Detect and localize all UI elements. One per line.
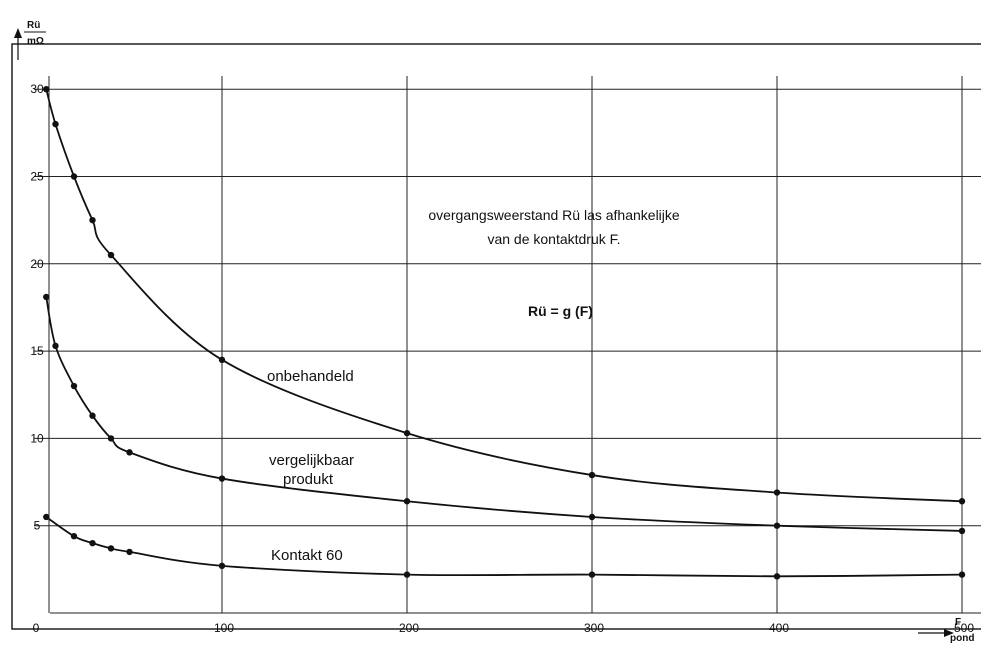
data-point-vergelijkbaar-produkt-500 bbox=[958, 527, 966, 535]
y-axis-symbol: Rü bbox=[27, 20, 40, 31]
data-point-kontakt-60-100 bbox=[218, 562, 226, 570]
grid bbox=[34, 76, 981, 614]
data-point-vergelijkbaar-produkt-200 bbox=[403, 498, 411, 505]
data-point-vergelijkbaar-produkt-10 bbox=[52, 342, 59, 350]
y-tick-label-5: 5 bbox=[34, 519, 41, 533]
y-tick-label-15: 15 bbox=[30, 344, 44, 358]
data-point-vergelijkbaar-produkt-5 bbox=[43, 293, 50, 301]
series-label-onbehandeld: onbehandeld bbox=[267, 368, 354, 385]
data-point-onbehandeld-5 bbox=[43, 86, 50, 93]
data-point-kontakt-60-50 bbox=[126, 548, 133, 556]
x-tick-label-300: 300 bbox=[584, 621, 604, 635]
data-point-kontakt-60-500 bbox=[958, 571, 966, 578]
data-point-kontakt-60-20 bbox=[70, 532, 78, 540]
x-tick-label-400: 400 bbox=[769, 621, 789, 635]
data-point-kontakt-60-200 bbox=[403, 571, 411, 578]
data-point-vergelijkbaar-produkt-100 bbox=[218, 475, 226, 482]
data-point-vergelijkbaar-produkt-30 bbox=[89, 412, 96, 419]
data-point-onbehandeld-20 bbox=[70, 173, 78, 180]
annotation-line-1: overgangsweerstand Rü las afhankelijke bbox=[428, 207, 680, 223]
data-point-onbehandeld-300 bbox=[588, 471, 596, 479]
data-point-kontakt-60-30 bbox=[89, 539, 96, 547]
data-point-onbehandeld-500 bbox=[958, 498, 966, 505]
x-tick-label-0: 0 bbox=[33, 621, 40, 635]
x-axis-symbol: F bbox=[955, 617, 961, 628]
series-line-onbehandeld bbox=[45, 88, 963, 503]
data-point-onbehandeld-100 bbox=[218, 356, 226, 364]
data-point-onbehandeld-10 bbox=[52, 120, 59, 128]
data-point-vergelijkbaar-produkt-40 bbox=[107, 435, 115, 442]
x-axis-unit: pond bbox=[950, 633, 974, 644]
series-points bbox=[43, 86, 966, 580]
x-tick-label-100: 100 bbox=[214, 621, 234, 635]
y-axis-arrowhead-icon bbox=[14, 28, 22, 38]
y-tick-label-10: 10 bbox=[30, 431, 44, 445]
tick-labels: 0 100 200 300 400 500 5 10 15 20 25 30 bbox=[30, 82, 974, 635]
data-point-kontakt-60-5 bbox=[43, 513, 50, 521]
x-axis-arrowhead-icon bbox=[944, 629, 954, 637]
data-point-vergelijkbaar-produkt-20 bbox=[70, 382, 78, 390]
data-point-onbehandeld-40 bbox=[107, 251, 115, 259]
x-tick-label-500: 500 bbox=[954, 621, 974, 635]
series-label-vergelijkbaar-produkt-1: vergelijkbaar bbox=[269, 452, 354, 469]
data-point-kontakt-60-40 bbox=[107, 545, 115, 552]
data-point-onbehandeld-200 bbox=[403, 429, 411, 437]
y-axis-unit: mΩ bbox=[27, 36, 44, 47]
x-axis-label: F pond bbox=[918, 617, 978, 644]
plot-frame bbox=[11, 43, 981, 630]
series-label-vergelijkbaar-produkt-2: produkt bbox=[283, 471, 334, 488]
annotation-line-2: van de kontaktdruk F. bbox=[487, 231, 620, 247]
y-axis-label: Rü mΩ bbox=[14, 20, 46, 60]
data-point-kontakt-60-300 bbox=[588, 571, 596, 578]
data-point-vergelijkbaar-produkt-300 bbox=[588, 513, 596, 521]
y-tick-label-20: 20 bbox=[30, 257, 44, 271]
data-point-onbehandeld-400 bbox=[773, 489, 781, 496]
series-label-kontakt-60: Kontakt 60 bbox=[271, 547, 343, 564]
data-point-kontakt-60-400 bbox=[773, 573, 781, 580]
y-tick-label-25: 25 bbox=[30, 170, 44, 184]
series-labels: onbehandeld vergelijkbaar produkt Kontakt 6… bbox=[267, 368, 354, 564]
data-point-vergelijkbaar-produkt-50 bbox=[126, 449, 133, 456]
formula: Rü = g (F) bbox=[528, 303, 593, 319]
data-point-vergelijkbaar-produkt-400 bbox=[773, 522, 781, 529]
series-curves bbox=[45, 88, 963, 578]
y-tick-label-30: 30 bbox=[30, 82, 44, 96]
x-tick-label-200: 200 bbox=[399, 621, 419, 635]
data-point-onbehandeld-30 bbox=[89, 216, 96, 224]
